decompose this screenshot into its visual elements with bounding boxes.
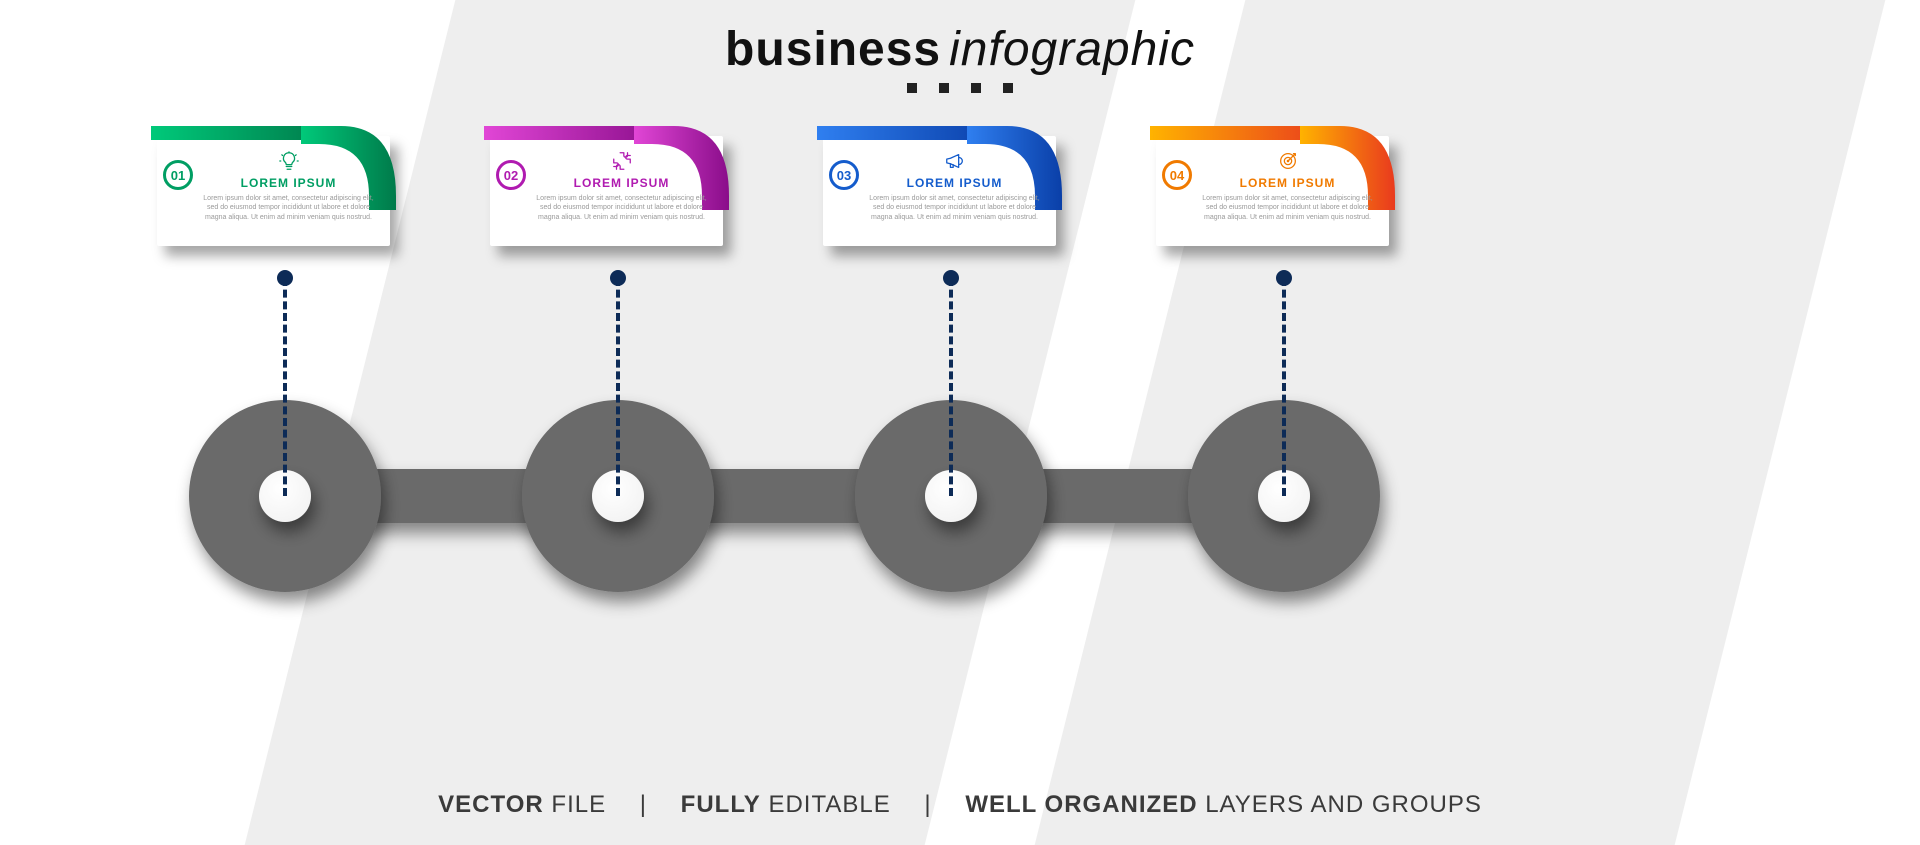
bulb-icon bbox=[199, 150, 378, 172]
footer: VECTOR FILE | FULLY EDITABLE | WELL ORGA… bbox=[0, 791, 1920, 819]
step-card: 01 LOREM IPSUM Lorem ipsum dolor sit amet,… bbox=[157, 136, 390, 246]
step: 01 LOREM IPSUM Lorem ipsum dolor sit amet,… bbox=[157, 136, 407, 246]
title-dot bbox=[907, 83, 917, 93]
step-content: LOREM IPSUM Lorem ipsum dolor sit amet, c… bbox=[199, 150, 378, 238]
title-bold: business bbox=[725, 23, 941, 76]
title-dots bbox=[0, 83, 1920, 93]
footer-seg1-thin: FILE bbox=[544, 791, 606, 818]
step-tab bbox=[151, 126, 396, 210]
title-thin: infographic bbox=[949, 23, 1195, 76]
footer-seg2-thin: EDITABLE bbox=[761, 791, 891, 818]
background-slab bbox=[245, 0, 1136, 845]
footer-seg2-bold: FULLY bbox=[681, 791, 761, 818]
footer-seg1-bold: VECTOR bbox=[438, 791, 544, 818]
step-number: 04 bbox=[1162, 160, 1192, 190]
footer-sep: | bbox=[924, 791, 931, 819]
header: businessinfographic bbox=[0, 22, 1920, 93]
title-dot bbox=[1003, 83, 1013, 93]
step-number: 01 bbox=[163, 160, 193, 190]
step-desc: Lorem ipsum dolor sit amet, consectetur … bbox=[199, 194, 378, 222]
background-slab bbox=[1035, 0, 1886, 845]
footer-sep: | bbox=[640, 791, 647, 819]
pin-dot bbox=[277, 270, 293, 286]
title-dot bbox=[971, 83, 981, 93]
footer-seg3-bold: WELL ORGANIZED bbox=[965, 791, 1197, 818]
step-title: LOREM IPSUM bbox=[199, 176, 378, 190]
pin-line bbox=[283, 278, 287, 496]
footer-seg3-thin: LAYERS AND GROUPS bbox=[1198, 791, 1482, 818]
title-dot bbox=[939, 83, 949, 93]
page-title: businessinfographic bbox=[0, 22, 1920, 77]
